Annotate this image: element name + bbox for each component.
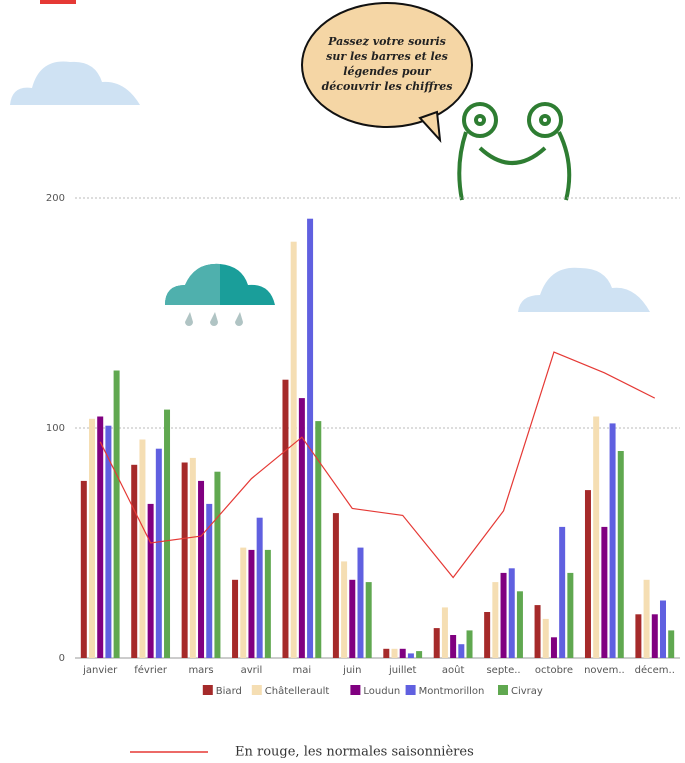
bar[interactable]: [164, 409, 171, 658]
bar[interactable]: [391, 648, 398, 658]
bar[interactable]: [357, 547, 364, 658]
normals-line: [99, 351, 656, 579]
x-tick-label: juin: [342, 665, 361, 676]
bar[interactable]: [458, 644, 465, 658]
bar[interactable]: [433, 628, 440, 658]
cloud: [10, 61, 650, 312]
legend-label[interactable]: Biard: [216, 686, 242, 697]
bar[interactable]: [441, 607, 448, 658]
annotation: Passez votre souris: [327, 35, 446, 48]
bar[interactable]: [484, 612, 491, 658]
bar[interactable]: [147, 503, 154, 658]
bar[interactable]: [617, 451, 624, 658]
bar[interactable]: [298, 398, 305, 658]
legend-label[interactable]: Châtellerault: [265, 685, 330, 697]
bar[interactable]: [290, 241, 297, 658]
bar[interactable]: [516, 591, 523, 658]
bar[interactable]: [635, 614, 642, 658]
bar[interactable]: [550, 637, 557, 658]
annotation: sur les barres et les: [326, 50, 448, 63]
bar[interactable]: [584, 490, 591, 658]
logo-bar: [40, 0, 76, 4]
legend-swatch[interactable]: [405, 685, 416, 695]
bar[interactable]: [307, 218, 314, 658]
annotation: légendes pour: [343, 65, 432, 78]
bar[interactable]: [651, 614, 658, 658]
bar[interactable]: [601, 526, 608, 658]
y-tick-label: 200: [46, 193, 65, 204]
bar[interactable]: [593, 416, 600, 659]
x-tick-label: février: [134, 664, 168, 676]
bar[interactable]: [668, 630, 675, 658]
bar[interactable]: [383, 648, 390, 658]
note: En rouge, les normales saisonnières: [235, 745, 474, 760]
bar[interactable]: [232, 579, 239, 658]
x-tick-label: août: [442, 664, 465, 676]
x-tick-label: juillet: [388, 665, 417, 676]
x-tick-label: décem..: [635, 664, 675, 676]
bar[interactable]: [206, 503, 213, 658]
y-tick-label: 0: [59, 653, 65, 664]
bar[interactable]: [450, 635, 457, 658]
bar[interactable]: [365, 582, 372, 658]
bar[interactable]: [105, 425, 112, 658]
bar[interactable]: [80, 480, 87, 658]
legend-swatch[interactable]: [350, 685, 361, 695]
bar[interactable]: [139, 439, 146, 659]
bar[interactable]: [659, 600, 666, 659]
bar[interactable]: [155, 448, 162, 658]
bar[interactable]: [508, 568, 515, 658]
bar[interactable]: [332, 513, 339, 658]
bar[interactable]: [407, 653, 414, 658]
bar[interactable]: [264, 549, 271, 658]
bar[interactable]: [567, 572, 574, 658]
x-tick-label: mars: [188, 665, 213, 676]
legend-label[interactable]: Montmorillon: [419, 686, 485, 697]
y-tick-label: 100: [46, 423, 65, 434]
bar[interactable]: [349, 579, 356, 658]
legend-swatch[interactable]: [498, 685, 508, 695]
bar[interactable]: [131, 464, 138, 658]
bar[interactable]: [214, 471, 221, 658]
bar[interactable]: [198, 480, 205, 658]
legend-label[interactable]: Loudun: [363, 686, 400, 697]
bar[interactable]: [240, 547, 247, 658]
bar[interactable]: [643, 579, 650, 658]
bar[interactable]: [416, 651, 423, 658]
bar[interactable]: [559, 526, 566, 658]
legend-swatch[interactable]: [251, 685, 262, 695]
x-tick-label: septe..: [486, 665, 520, 676]
bar[interactable]: [97, 416, 104, 659]
bar[interactable]: [181, 462, 188, 659]
bar[interactable]: [466, 630, 473, 658]
x-tick-label: janvier: [82, 665, 118, 676]
x-tick-label: mai: [293, 665, 312, 676]
bar[interactable]: [534, 605, 541, 658]
frog: [457, 102, 572, 201]
x-tick-label: novem..: [584, 665, 625, 676]
rain-cloud: [165, 263, 275, 326]
bar[interactable]: [542, 618, 549, 658]
bar[interactable]: [189, 457, 196, 658]
x-tick-label: avril: [241, 665, 263, 676]
bar[interactable]: [492, 582, 499, 658]
speech-bubble: [301, 2, 473, 143]
bar[interactable]: [113, 370, 120, 659]
legend-label[interactable]: Civray: [511, 686, 543, 697]
bar[interactable]: [609, 423, 616, 658]
bar[interactable]: [248, 549, 255, 658]
bar[interactable]: [89, 418, 96, 658]
bar[interactable]: [341, 561, 348, 658]
bar[interactable]: [315, 421, 322, 658]
bar[interactable]: [282, 379, 289, 658]
bar[interactable]: [399, 648, 406, 658]
legend-swatch[interactable]: [202, 685, 213, 695]
x-tick-label: octobre: [535, 665, 573, 676]
bar[interactable]: [500, 572, 507, 658]
bar[interactable]: [256, 517, 263, 658]
annotation: découvrir les chiffres: [322, 80, 453, 93]
